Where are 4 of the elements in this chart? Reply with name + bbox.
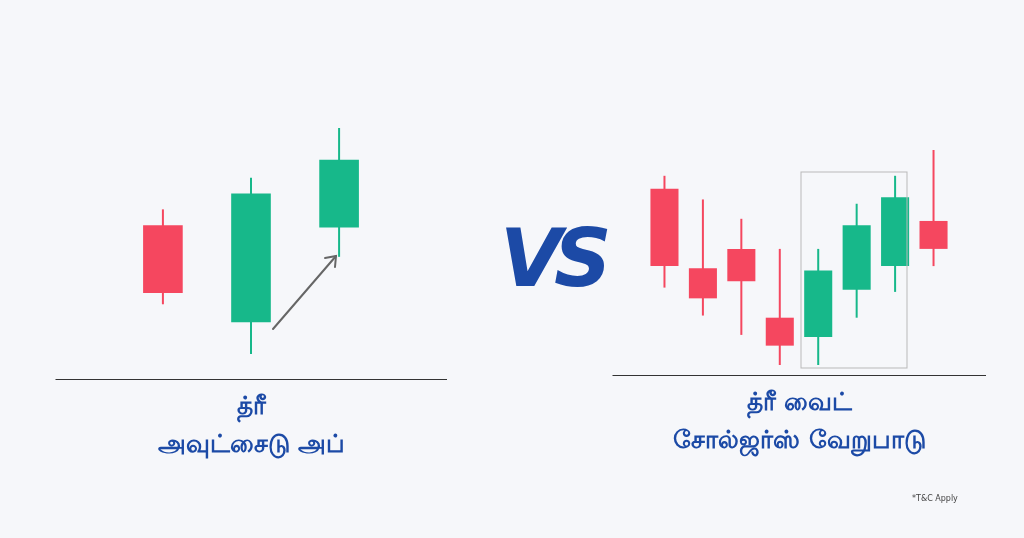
x-axis-title: த்ரீ அவுட்சைடு அப்: [157, 390, 346, 459]
text: VS: [500, 212, 604, 305]
x-axis-title: த்ரீ வைட் சோல்ஜர்ஸ் வேறுபாடு: [673, 386, 926, 457]
text: *T&C Apply: [912, 494, 958, 503]
